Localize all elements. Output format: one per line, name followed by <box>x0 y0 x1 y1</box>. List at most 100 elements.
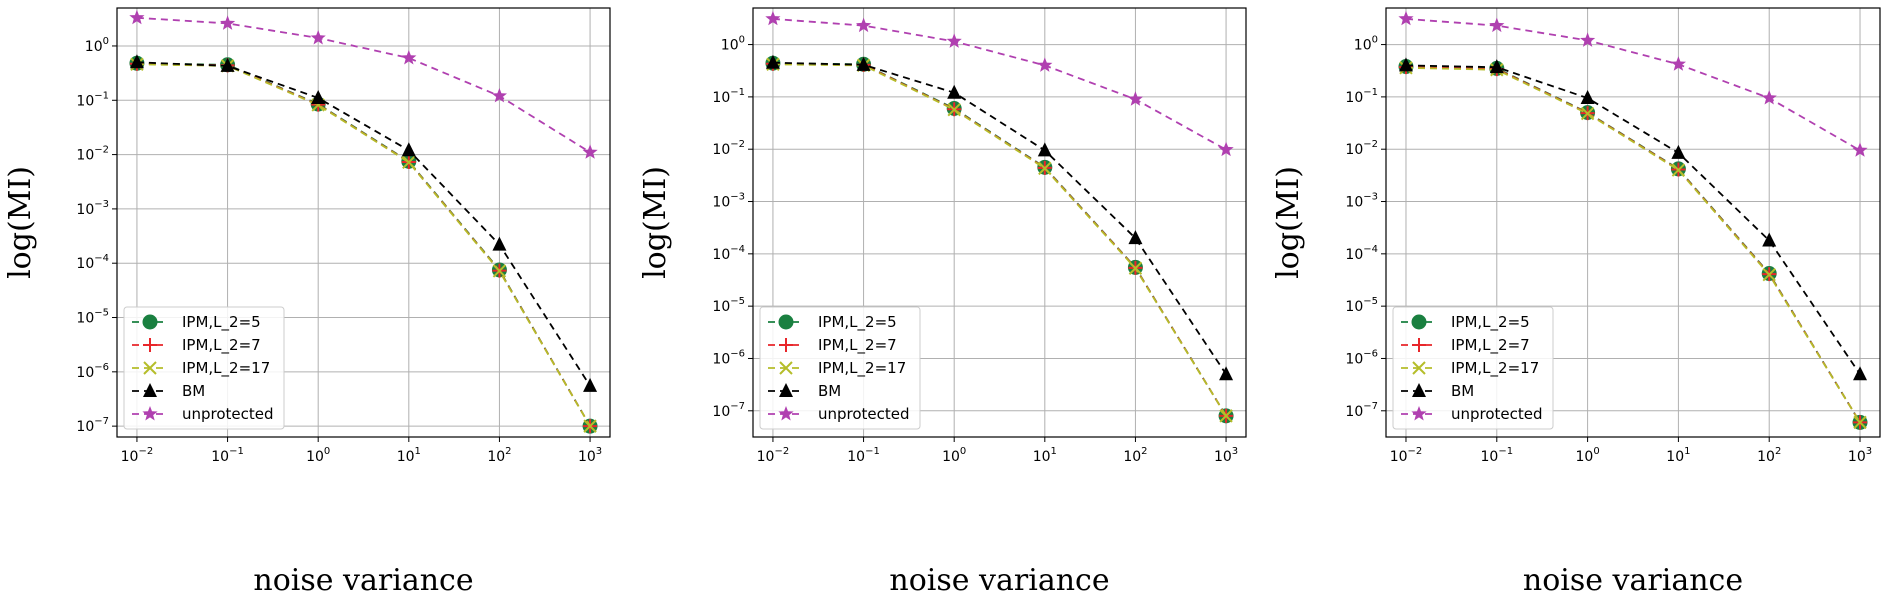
data-point <box>220 15 236 30</box>
data-point <box>1037 57 1053 72</box>
y-tick-label: 10−7 <box>76 416 109 435</box>
data-point <box>947 102 961 117</box>
legend-label: IPM,L_2=5 <box>818 313 897 332</box>
y-tick-label: 10−1 <box>1345 87 1378 106</box>
legend-label: IPM,L_2=17 <box>182 359 270 378</box>
x-tick-label: 101 <box>397 446 421 465</box>
legend-marker <box>142 314 158 330</box>
series-line <box>1405 18 1861 152</box>
data-point <box>1038 161 1052 176</box>
data-point <box>583 377 598 392</box>
y-tick-label: 10−6 <box>76 362 109 381</box>
y-axis-label: log(MI) <box>638 166 673 279</box>
legend-marker <box>1411 406 1427 421</box>
data-point <box>1128 230 1143 245</box>
x-axis-label: noise variance <box>1523 563 1743 598</box>
y-tick-label: 10−5 <box>1345 296 1378 315</box>
legend-box <box>1392 306 1554 430</box>
data-point <box>1398 10 1414 26</box>
data-point <box>492 264 507 278</box>
y-tick-label: 10−4 <box>76 253 109 272</box>
y-tick-label: 10−3 <box>712 192 745 211</box>
legend-label: BM <box>818 382 841 400</box>
x-tick-label: 10−2 <box>757 446 790 465</box>
data-point <box>765 54 780 69</box>
series-bm <box>1398 57 1868 381</box>
data-point <box>1853 415 1867 430</box>
legend-label: unprotected <box>1451 405 1543 423</box>
x-tick-label: 101 <box>1033 446 1057 465</box>
data-point <box>1580 90 1595 105</box>
y-tick-label: 10−4 <box>712 244 745 263</box>
y-axis-label: log(MI) <box>1271 166 1306 279</box>
y-tick-label: 10−7 <box>1345 401 1378 420</box>
legend-marker <box>142 406 158 421</box>
x-tick-label: 10−1 <box>1480 446 1513 465</box>
data-point <box>856 17 872 33</box>
x-tick-label: 100 <box>1575 446 1599 465</box>
data-point <box>1580 106 1595 121</box>
series-line <box>136 16 591 154</box>
legend-marker <box>779 338 793 352</box>
x-tick-label: 10−2 <box>1390 446 1423 465</box>
x-tick-label: 10−1 <box>211 446 244 465</box>
plot-frame <box>1385 7 1881 438</box>
data-point <box>402 155 416 170</box>
data-point <box>1670 56 1686 71</box>
data-point <box>401 50 417 65</box>
data-point <box>1037 142 1052 157</box>
legend-marker <box>143 361 157 375</box>
x-tick-label: 100 <box>306 446 330 465</box>
x-tick-label: 101 <box>1666 446 1690 465</box>
legend-label: BM <box>182 382 205 400</box>
data-point <box>1489 17 1505 33</box>
legend-marker <box>779 383 793 397</box>
y-tick-label: 10−1 <box>76 90 109 109</box>
y-tick-label: 10−4 <box>1345 244 1378 263</box>
x-tick-label: 103 <box>1214 446 1238 465</box>
data-point <box>1128 261 1143 275</box>
data-point <box>946 33 962 48</box>
data-point <box>583 419 597 433</box>
legend-marker <box>143 338 157 352</box>
data-point <box>220 57 235 72</box>
x-tick-label: 103 <box>578 446 602 465</box>
x-axis-label: noise variance <box>889 563 1109 598</box>
data-point <box>1762 267 1776 282</box>
legend-label: IPM,L_2=7 <box>818 336 897 355</box>
series-line <box>136 61 591 387</box>
y-tick-label: 10−3 <box>76 199 109 218</box>
data-point <box>1218 141 1234 157</box>
y-tick-label: 100 <box>1354 35 1378 54</box>
legend-marker <box>1412 383 1426 397</box>
y-tick-label: 10−5 <box>712 296 745 315</box>
series-line <box>1405 66 1861 423</box>
data-point <box>947 84 962 99</box>
data-point <box>311 90 326 105</box>
plot-frame <box>752 7 1247 438</box>
y-axis-label: log(MI) <box>3 166 38 279</box>
legend: IPM,L_2=5 IPM,L_2=7 IPM,L_2=17 BM unprotecte… <box>123 306 285 430</box>
legend-label: unprotected <box>182 405 274 423</box>
y-tick-label: 10−6 <box>712 348 745 367</box>
data-point <box>401 142 416 157</box>
legend-marker <box>1412 338 1426 352</box>
data-point <box>1761 90 1777 105</box>
legend-label: IPM,L_2=17 <box>1451 359 1539 378</box>
y-tick-label: 10−2 <box>712 139 745 158</box>
y-tick-label: 100 <box>721 35 745 54</box>
legend-box <box>759 306 921 430</box>
chart-panel-1: 10−2 10−1 100 101 102 103 10−7 10−6 10−5 10−4 10−3… <box>3 7 611 598</box>
data-point <box>582 144 598 159</box>
data-point <box>1127 91 1143 106</box>
chart-panel-2: 10−2 10−1 100 101 102 103 10−7 10−6 10−5 10−4 10−3… <box>638 7 1247 598</box>
x-tick-label: 103 <box>1848 446 1872 465</box>
x-tick-label: 102 <box>1123 446 1147 465</box>
legend-marker <box>778 314 794 330</box>
data-point <box>1853 366 1868 381</box>
x-tick-label: 10−2 <box>121 446 154 465</box>
y-tick-label: 10−2 <box>76 145 109 164</box>
data-point <box>492 236 507 251</box>
x-tick-label: 102 <box>487 446 511 465</box>
